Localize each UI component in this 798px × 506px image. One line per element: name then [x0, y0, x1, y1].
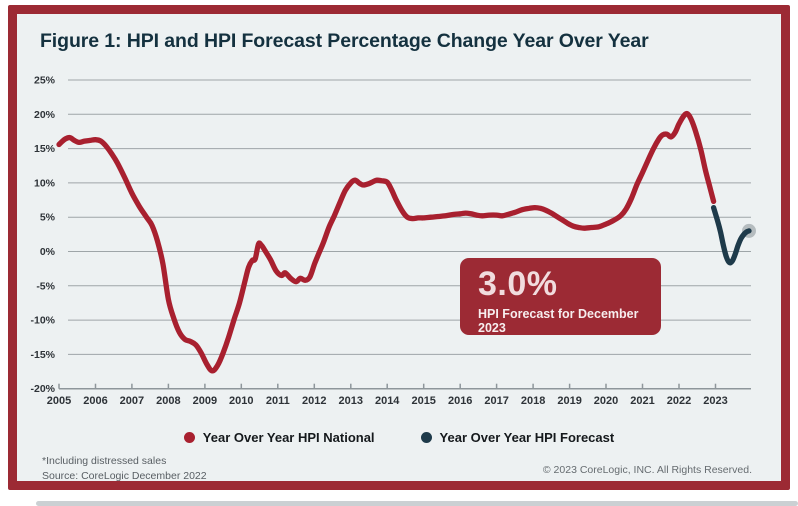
figure-title: Figure 1: HPI and HPI Forecast Percentag…: [40, 30, 649, 52]
legend-item: Year Over Year HPI National: [183, 430, 375, 445]
footnote-line-1: *Including distressed sales: [42, 455, 167, 467]
legend-label: Year Over Year HPI Forecast: [439, 430, 615, 445]
figure-card: [8, 5, 790, 490]
copyright-text: © 2023 CoreLogic, INC. All Rights Reserv…: [542, 464, 752, 476]
legend: Year Over Year HPI National Year Over Yea…: [0, 430, 798, 445]
horizontal-scrollbar[interactable]: [36, 501, 798, 506]
legend-label: Year Over Year HPI National: [202, 430, 375, 445]
legend-dot-icon: [183, 432, 195, 443]
footnote: *Including distressed sales Source: Core…: [42, 454, 207, 484]
forecast-callout-label: HPI Forecast for December 2023: [478, 306, 639, 335]
forecast-callout-value: 3.0%: [478, 265, 558, 303]
legend-dot-icon: [420, 432, 432, 443]
footnote-line-2: Source: CoreLogic December 2022: [42, 470, 207, 483]
forecast-callout: 3.0% HPI Forecast for December 2023: [460, 258, 661, 335]
legend-item: Year Over Year HPI Forecast: [420, 430, 615, 445]
